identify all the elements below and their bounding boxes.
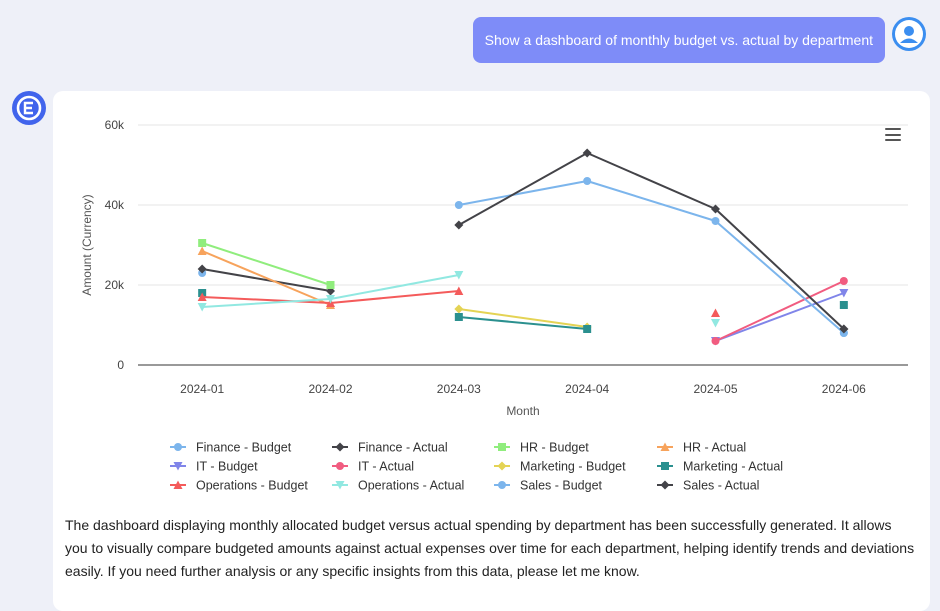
legend-label: Sales - Actual [683, 479, 759, 493]
user-message-text: Show a dashboard of monthly budget vs. a… [484, 32, 873, 48]
assistant-response-text: The dashboard displaying monthly allocat… [65, 517, 915, 579]
data-point [197, 264, 207, 274]
x-tick-label: 2024-02 [308, 382, 352, 396]
y-tick-label: 40k [105, 198, 125, 212]
series-line [201, 242, 331, 286]
y-tick-label: 0 [117, 358, 124, 372]
series-line [715, 280, 845, 342]
legend-label: Marketing - Budget [520, 460, 626, 474]
legend-label: Finance - Budget [196, 441, 292, 455]
legend-marker [498, 443, 506, 451]
y-axis-title: Amount (Currency) [80, 194, 94, 295]
data-point [583, 325, 592, 333]
legend-label: Sales - Budget [520, 479, 603, 493]
legend-label: HR - Actual [683, 441, 746, 455]
assistant-logo-icon [16, 95, 42, 121]
y-tick-label: 20k [105, 278, 125, 292]
legend-label: Operations - Budget [196, 479, 308, 493]
line-chart: 0 20k 40k 60k 2024-01 2024-02 2024-03 2024-04 20… [80, 118, 908, 493]
assistant-avatar [12, 91, 46, 125]
series-line [201, 250, 331, 306]
series-line [458, 180, 845, 334]
data-point [839, 277, 848, 285]
legend-marker [173, 480, 183, 489]
user-avatar [892, 17, 926, 51]
data-point [711, 217, 720, 225]
data-point [711, 337, 720, 345]
legend-marker [660, 480, 670, 490]
data-point [711, 308, 720, 317]
legend-marker [174, 443, 182, 451]
legend-marker [661, 462, 669, 470]
legend-marker [335, 481, 345, 490]
series-line [458, 308, 588, 328]
legend-label: Operations - Actual [358, 479, 464, 493]
legend-label: Marketing - Actual [683, 460, 783, 474]
series-line [201, 268, 331, 292]
legend-label: IT - Budget [196, 460, 258, 474]
legend-marker [173, 462, 183, 471]
data-point [454, 286, 464, 295]
legend-marker [498, 481, 506, 489]
x-tick-label: 2024-01 [180, 382, 224, 396]
data-point [454, 304, 464, 314]
data-point [326, 295, 335, 304]
legend-label: IT - Actual [358, 460, 414, 474]
legend-marker [335, 442, 345, 452]
data-point [454, 271, 464, 280]
user-icon [895, 20, 923, 48]
series-line [715, 292, 845, 342]
x-tick-label: 2024-03 [437, 382, 481, 396]
x-tick-label: 2024-05 [693, 382, 737, 396]
data-point [582, 148, 592, 158]
data-point [839, 289, 849, 298]
legend-label: Finance - Actual [358, 441, 448, 455]
data-point [326, 281, 335, 289]
y-tick-label: 60k [105, 118, 125, 132]
data-point [839, 301, 848, 309]
data-point [839, 324, 849, 334]
legend-marker [336, 462, 344, 470]
x-tick-label: 2024-04 [565, 382, 609, 396]
data-point [711, 319, 720, 328]
legend-marker [660, 442, 670, 451]
data-point [454, 220, 464, 230]
data-point [711, 204, 720, 214]
data-point [197, 292, 207, 301]
data-point [197, 246, 207, 255]
assistant-message-card: 0 20k 40k 60k 2024-01 2024-02 2024-03 2024-04 20… [53, 91, 930, 611]
legend-label: HR - Budget [520, 441, 589, 455]
data-point [454, 201, 463, 209]
x-tick-label: 2024-06 [822, 382, 866, 396]
data-point [197, 303, 207, 312]
data-point [583, 177, 592, 185]
user-message-bubble: Show a dashboard of monthly budget vs. a… [472, 17, 885, 63]
x-axis-title: Month [506, 404, 539, 418]
series-line [458, 152, 845, 330]
data-point [198, 239, 207, 247]
legend-marker [497, 461, 507, 471]
chart-menu-button[interactable] [881, 125, 905, 145]
series-line [458, 316, 588, 330]
data-point [454, 313, 463, 321]
